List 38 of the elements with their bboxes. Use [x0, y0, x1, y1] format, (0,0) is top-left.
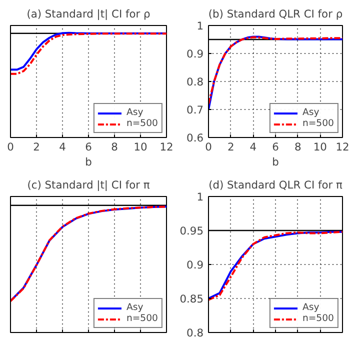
chart-title: (b) Standard QLR CI for ρ — [208, 8, 343, 20]
x-tick-label: 4 — [250, 140, 257, 154]
x-tick-label: 10 — [313, 140, 328, 154]
x-tick-label: 2 — [227, 140, 234, 154]
x-tick-label: 8 — [294, 140, 302, 154]
legend-label: Asy — [302, 302, 320, 313]
x-tick-label: 0 — [205, 140, 212, 154]
y-tick-label: 0.85 — [180, 292, 204, 306]
legend-label: Asy — [302, 107, 320, 118]
y-tick-label: 0.9 — [186, 258, 204, 272]
y-tick-label: 0.6 — [186, 132, 204, 144]
chart-title: (a) Standard |t| CI for ρ — [26, 8, 151, 20]
legend-label: n=500 — [126, 313, 158, 324]
x-tick-label: 4 — [59, 140, 66, 154]
legend-label: n=500 — [302, 313, 334, 324]
x-axis-title: b — [272, 156, 280, 168]
chart-title: (d) Standard QLR CI for π — [208, 178, 344, 192]
x-tick-label: 6 — [272, 140, 280, 154]
y-tick-label: 0.9 — [186, 48, 204, 60]
y-tick-label: 0.8 — [186, 76, 204, 88]
x-axis-title: b — [85, 156, 92, 168]
x-tick-label: 12 — [160, 140, 174, 154]
x-tick-label: 6 — [85, 140, 92, 154]
x-tick-label: 10 — [134, 140, 148, 154]
legend-label: Asy — [126, 107, 144, 118]
y-tick-label: 1 — [196, 190, 204, 204]
x-tick-label: 2 — [33, 140, 40, 154]
y-tick-label: 0.7 — [186, 104, 204, 116]
x-tick-label: 12 — [336, 140, 350, 154]
y-tick-label: 1 — [196, 20, 204, 32]
y-tick-label: 0.8 — [186, 326, 204, 340]
x-tick-label: 0 — [7, 140, 14, 154]
chart-title: (c) Standard |t| CI for π — [27, 178, 150, 192]
legend-label: n=500 — [126, 118, 158, 129]
x-tick-label: 8 — [111, 140, 118, 154]
y-tick-label: 0.95 — [180, 224, 204, 238]
legend-label: Asy — [126, 302, 144, 313]
legend-label: n=500 — [302, 118, 334, 129]
